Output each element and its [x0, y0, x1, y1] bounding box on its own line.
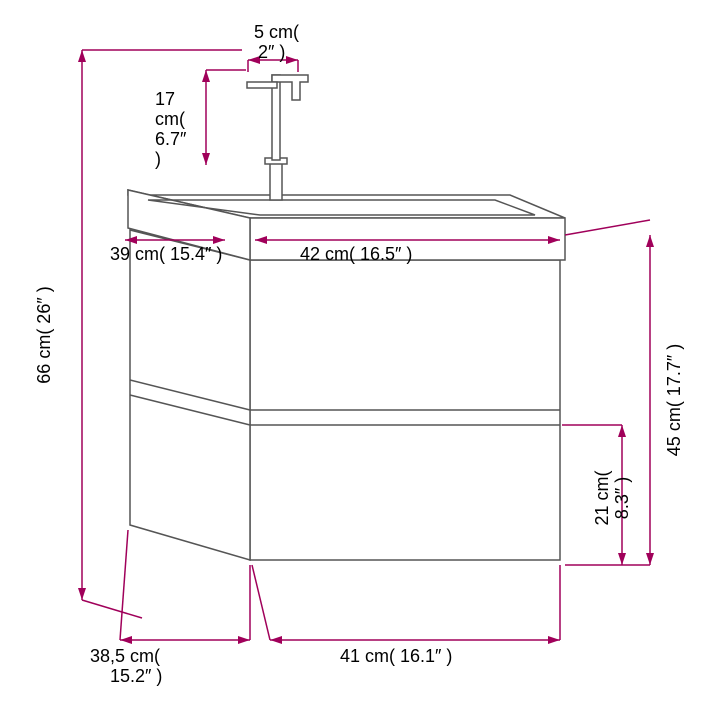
label-basin-width: 42 cm( 16.5″ ) [300, 244, 412, 264]
faucet [247, 75, 308, 200]
label-drawer-height-1: 21 cm( [592, 470, 612, 525]
label-faucet-height-3: 6.7″ [155, 129, 187, 149]
label-cabinet-depth-1: 38,5 cm( [90, 646, 160, 666]
label-cabinet-width: 41 cm( 16.1″ ) [340, 646, 452, 666]
label-faucet-width-1: 5 cm( [254, 22, 299, 42]
label-basin-depth: 39 cm( 15.4″ ) [110, 244, 222, 264]
label-faucet-height-2: cm( [155, 109, 185, 129]
label-cabinet-height: 45 cm( 17.7″ ) [664, 344, 684, 456]
label-total-height: 66 cm( 26″ ) [34, 286, 54, 383]
cabinet-drawing [128, 75, 565, 560]
label-cabinet-depth-2: 15.2″ ) [110, 666, 162, 686]
label-faucet-height-1: 17 [155, 89, 175, 109]
label-drawer-height-2: 8.3″ ) [612, 477, 632, 519]
label-faucet-width-2: 2″ ) [258, 42, 285, 62]
label-faucet-height-4: ) [155, 149, 161, 169]
